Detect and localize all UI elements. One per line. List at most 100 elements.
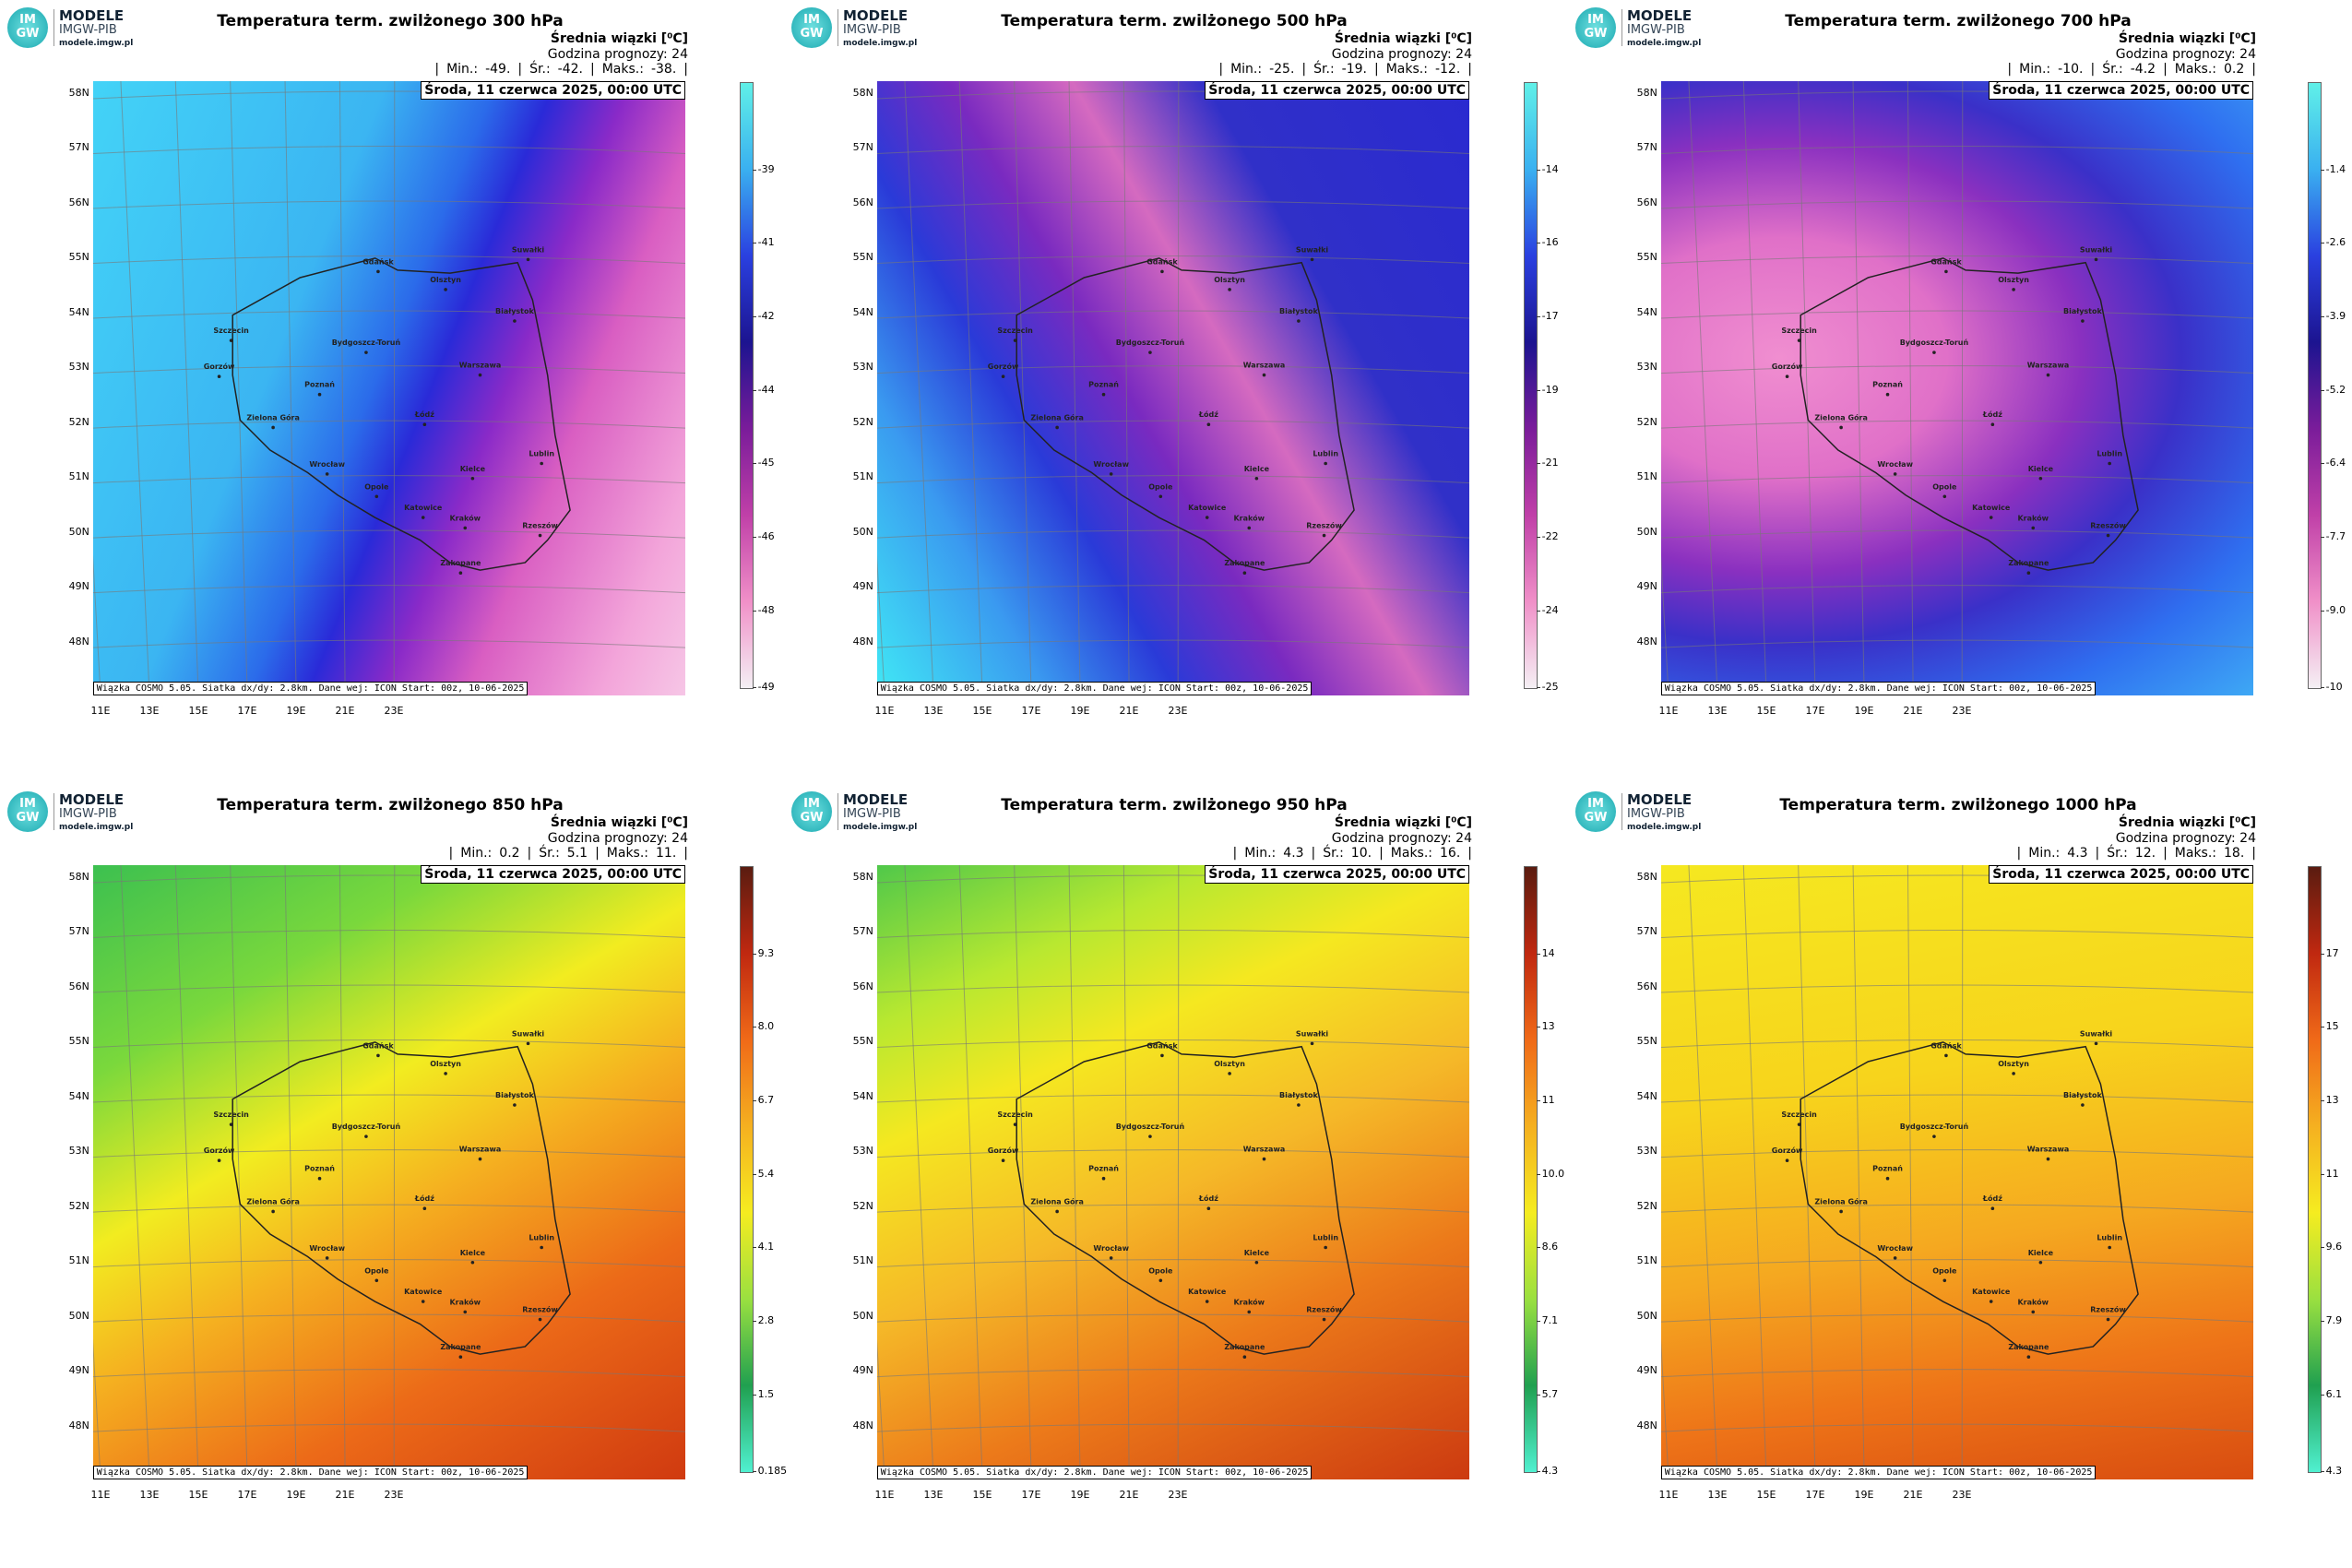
logo-badge: IM GW [1575, 791, 1616, 832]
city-label: Łódź [414, 1194, 434, 1203]
latitude-line [92, 420, 686, 429]
colorbar-label: 0.185 [757, 1464, 788, 1477]
city-label: Gdańsk [1146, 1041, 1178, 1050]
longitude-line [1797, 80, 1816, 696]
lon-label: 15E [188, 705, 208, 718]
city-dot [2080, 1103, 2085, 1107]
lon-label: 17E [237, 705, 257, 718]
city-label: Katowice [1972, 504, 2011, 512]
longitude-line [904, 80, 934, 696]
colorbar-label: -5.2 [2325, 383, 2346, 396]
latitude-line [876, 474, 1470, 483]
city-label: Białystok [495, 1091, 535, 1099]
forecast-hour: Godzina prognozy: 24 [547, 831, 688, 846]
colorbar-tick [752, 1027, 756, 1028]
lat-label: 57N [68, 925, 89, 938]
map-overlay: Gdańsk Olsztyn Suwałki Białystok Szczecin Byd… [876, 864, 1470, 1480]
lat-label: 48N [68, 635, 89, 647]
lat-label: 57N [852, 925, 873, 938]
city-label: Zakopane [1224, 1343, 1265, 1351]
city-dot [374, 494, 378, 498]
lat-label: 50N [68, 1309, 89, 1322]
longitude-line [120, 80, 150, 696]
lon-label: 19E [1070, 1489, 1090, 1502]
lat-label: 51N [852, 1254, 873, 1267]
city-dot [363, 1134, 368, 1138]
city-label: Białystok [2063, 307, 2103, 315]
lat-label: 55N [68, 251, 89, 264]
latitude-line [1660, 420, 2254, 429]
latitude-line [92, 1094, 686, 1103]
lat-label: 50N [852, 525, 873, 538]
city-dot [1247, 1310, 1251, 1314]
city-label: Kraków [1233, 513, 1265, 522]
city-label: Wrocław [1093, 460, 1129, 469]
latitude-line [1660, 200, 2254, 209]
colorbar-tick [752, 537, 756, 539]
city-dot [1242, 1355, 1246, 1359]
sep: | [1232, 846, 1238, 861]
colorbar-label: -7.7 [2325, 530, 2346, 543]
min-value: 4.3 [2067, 846, 2088, 861]
panel-title: Temperatura term. zwilżonego 500 hPa [1001, 12, 1348, 30]
map-overlay: Gdańsk Olsztyn Suwałki Białystok Szczecin Byd… [92, 864, 686, 1480]
longitude-line [284, 864, 297, 1480]
colorbar-tick [2320, 537, 2324, 539]
mean-label: Średnia wiązki [⁰C] [1334, 815, 1472, 830]
logo-name: MODELE [843, 791, 909, 808]
city-dot [229, 1123, 233, 1126]
city-dot [1942, 494, 1946, 498]
logo-url: modele.imgw.pl [843, 39, 918, 48]
colorbar-tick [752, 1173, 756, 1175]
sep: | [1467, 62, 1472, 77]
country-border [1016, 1040, 1355, 1355]
valid-time: Środa, 11 czerwca 2025, 00:00 UTC [1989, 80, 2254, 100]
lat-label: 51N [68, 1254, 89, 1267]
city-label: Poznań [1872, 381, 1903, 389]
city-label: Kraków [2017, 1297, 2049, 1306]
lon-label: 19E [286, 1489, 306, 1502]
mean-label: Średnia wiązki [⁰C] [2118, 31, 2256, 46]
city-label: Olsztyn [1214, 276, 1245, 284]
longitude-line [393, 864, 396, 1480]
lat-label: 56N [852, 980, 873, 992]
colorbar-label: -49 [757, 680, 775, 693]
lat-label: 53N [1636, 1145, 1657, 1158]
colorbar-tick [2320, 1027, 2324, 1028]
valid-time: Środa, 11 czerwca 2025, 00:00 UTC [421, 80, 686, 100]
logo-badge-bottom: GW [16, 811, 40, 825]
max-value: -38. [650, 62, 677, 77]
lat-label: 54N [852, 305, 873, 318]
forecast-hour: Godzina prognozy: 24 [2115, 47, 2256, 62]
colorbar-tick [2320, 316, 2324, 318]
lat-label: 52N [1636, 415, 1657, 428]
city-dot [1893, 471, 1897, 476]
latitude-line [92, 529, 686, 539]
city-dot [463, 526, 467, 530]
colorbar-tick [752, 953, 756, 955]
colorbar-tick [1536, 1100, 1540, 1102]
colorbar-tick [2320, 169, 2324, 171]
colorbar-tick [752, 686, 756, 688]
city-dot [1147, 1134, 1152, 1138]
lat-label: 51N [1636, 1254, 1657, 1267]
city-label: Zakopane [2008, 559, 2049, 567]
lon-label: 23E [1952, 1489, 1972, 1502]
colorbar-tick [752, 389, 756, 391]
city-label: Wrocław [1093, 1244, 1129, 1253]
city-dot [1013, 1123, 1017, 1126]
city-label: Lublin [2097, 1233, 2122, 1241]
logo-name: MODELE [843, 7, 909, 24]
lat-label: 54N [68, 305, 89, 318]
max-value: -12. [1434, 62, 1461, 77]
colorbar-tick [752, 1470, 756, 1472]
latitude-line [876, 1148, 1470, 1158]
sep: | [1379, 846, 1384, 861]
city-dot [1205, 1300, 1209, 1303]
city-dot [458, 1355, 462, 1359]
lat-label: 50N [852, 1309, 873, 1322]
latitude-line [1660, 364, 2254, 374]
city-label: Olsztyn [430, 276, 461, 284]
latitude-line [876, 1368, 1470, 1377]
city-dot [458, 571, 462, 575]
